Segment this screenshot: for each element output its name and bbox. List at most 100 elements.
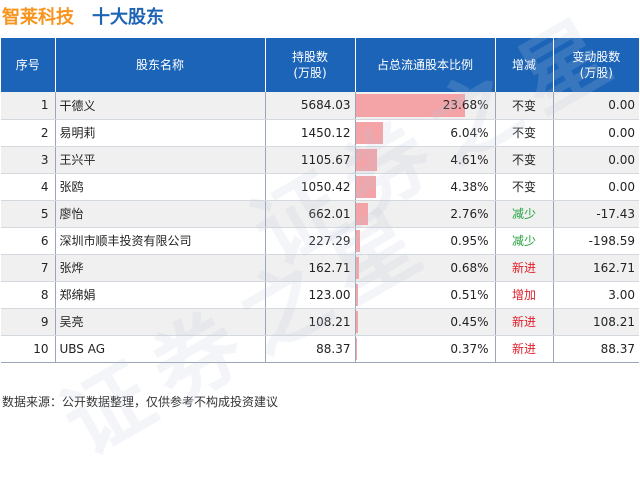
shareholder-name-cell: 吴亮	[55, 308, 266, 336]
company-name: 智莱科技	[2, 7, 74, 28]
shareholder-name-cell: 王兴平	[55, 146, 266, 174]
trend-cell: 增加	[495, 281, 554, 309]
rank-cell: 6	[1, 227, 56, 255]
table-row: 6 深圳市顺丰投资有限公司 227.29 0.95% 减少 -198.59	[1, 227, 639, 255]
ratio-cell: 0.37%	[355, 335, 496, 363]
table-row: 3 王兴平 1105.67 4.61% 不变 0.00	[1, 146, 639, 174]
ratio-cell: 4.61%	[355, 146, 496, 174]
ratio-cell: 2.76%	[355, 200, 496, 228]
ratio-bar	[355, 202, 369, 225]
ratio-cell: 0.68%	[355, 254, 496, 282]
shareholder-name-cell: 郑绵娟	[55, 281, 266, 309]
change-cell: 88.37	[553, 335, 639, 363]
trend-cell: 不变	[495, 119, 554, 147]
column-header-ratio: 占总流通股本比例	[355, 38, 496, 92]
ratio-value: 4.38%	[450, 179, 489, 194]
ratio-cell: 0.51%	[355, 281, 496, 309]
trend-cell: 新进	[495, 254, 554, 282]
trend-cell: 不变	[495, 146, 554, 174]
shares-cell: 1050.42	[265, 173, 356, 201]
ratio-bar	[355, 121, 384, 144]
rank-cell: 1	[1, 92, 56, 120]
table-row: 2 易明莉 1450.12 6.04% 不变 0.00	[1, 119, 639, 147]
column-header-trend: 增减	[495, 38, 554, 92]
ratio-bar	[355, 94, 466, 117]
column-header-change: 变动股数 (万股)	[553, 38, 639, 92]
ratio-cell: 0.95%	[355, 227, 496, 255]
change-cell: -198.59	[553, 227, 639, 255]
rank-cell: 9	[1, 308, 56, 336]
column-header-name: 股东名称	[55, 38, 266, 92]
shares-cell: 108.21	[265, 308, 356, 336]
ratio-value: 4.61%	[450, 152, 489, 167]
rank-cell: 5	[1, 200, 56, 228]
rank-cell: 3	[1, 146, 56, 174]
shares-cell: 662.01	[265, 200, 356, 228]
ratio-value: 6.04%	[450, 125, 489, 140]
shareholder-name-cell: 易明莉	[55, 119, 266, 147]
shareholder-name-cell: 深圳市顺丰投资有限公司	[55, 227, 266, 255]
ratio-value: 0.45%	[450, 314, 489, 329]
trend-cell: 减少	[495, 200, 554, 228]
ratio-bar	[355, 337, 358, 360]
shareholder-name-cell: 干德义	[55, 92, 266, 120]
table-row: 10 UBS AG 88.37 0.37% 新进 88.37	[1, 335, 639, 363]
change-cell: 108.21	[553, 308, 639, 336]
shareholder-name-cell: 张烨	[55, 254, 266, 282]
ratio-bar	[355, 283, 358, 306]
ratio-value: 2.76%	[450, 206, 489, 221]
shareholder-name-cell: 廖怡	[55, 200, 266, 228]
table-row: 8 郑绵娟 123.00 0.51% 增加 3.00	[1, 281, 639, 309]
ratio-cell: 6.04%	[355, 119, 496, 147]
column-header-rank: 序号	[1, 38, 56, 92]
shareholders-table: 序号 股东名称 持股数 (万股) 占总流通股本比例 增减 变动股数 (万股) 1…	[1, 38, 639, 363]
page-title: 十大股东	[92, 7, 164, 28]
change-cell: 0.00	[553, 92, 639, 120]
shares-cell: 1450.12	[265, 119, 356, 147]
shares-cell: 1105.67	[265, 146, 356, 174]
rank-cell: 7	[1, 254, 56, 282]
title-bar: 智莱科技 十大股东	[0, 0, 640, 30]
shares-cell: 5684.03	[265, 92, 356, 120]
table-row: 4 张鸥 1050.42 4.38% 不变 0.00	[1, 173, 639, 201]
ratio-cell: 23.68%	[355, 92, 496, 120]
ratio-bar	[355, 175, 376, 198]
ratio-bar	[355, 148, 377, 171]
trend-cell: 新进	[495, 335, 554, 363]
ratio-bar	[355, 229, 360, 252]
shareholder-name-cell: 张鸥	[55, 173, 266, 201]
shares-cell: 162.71	[265, 254, 356, 282]
trend-cell: 不变	[495, 173, 554, 201]
ratio-value: 0.51%	[450, 287, 489, 302]
change-cell: 162.71	[553, 254, 639, 282]
rank-cell: 2	[1, 119, 56, 147]
change-cell: -17.43	[553, 200, 639, 228]
ratio-cell: 4.38%	[355, 173, 496, 201]
shares-cell: 123.00	[265, 281, 356, 309]
shares-cell: 88.37	[265, 335, 356, 363]
table-row: 5 廖怡 662.01 2.76% 减少 -17.43	[1, 200, 639, 228]
rank-cell: 4	[1, 173, 56, 201]
shareholder-name-cell: UBS AG	[55, 335, 266, 363]
table-row: 9 吴亮 108.21 0.45% 新进 108.21	[1, 308, 639, 336]
ratio-cell: 0.45%	[355, 308, 496, 336]
ratio-value: 23.68%	[442, 98, 489, 113]
ratio-value: 0.68%	[450, 260, 489, 275]
table-header-row: 序号 股东名称 持股数 (万股) 占总流通股本比例 增减 变动股数 (万股)	[1, 38, 639, 92]
shares-cell: 227.29	[265, 227, 356, 255]
ratio-value: 0.95%	[450, 233, 489, 248]
table-row: 1 干德义 5684.03 23.68% 不变 0.00	[1, 92, 639, 120]
rank-cell: 8	[1, 281, 56, 309]
trend-cell: 新进	[495, 308, 554, 336]
table-row: 7 张烨 162.71 0.68% 新进 162.71	[1, 254, 639, 282]
ratio-bar	[355, 256, 359, 279]
trend-cell: 不变	[495, 92, 554, 120]
change-cell: 3.00	[553, 281, 639, 309]
column-header-shares: 持股数 (万股)	[265, 38, 356, 92]
ratio-value: 0.37%	[450, 341, 489, 356]
trend-cell: 减少	[495, 227, 554, 255]
change-cell: 0.00	[553, 173, 639, 201]
data-source-note: 数据来源：公开数据整理，仅供参考不构成投资建议	[2, 395, 279, 409]
change-cell: 0.00	[553, 119, 639, 147]
rank-cell: 10	[1, 335, 56, 363]
